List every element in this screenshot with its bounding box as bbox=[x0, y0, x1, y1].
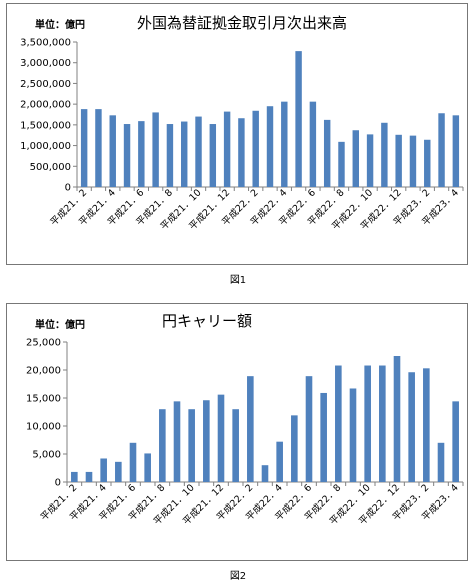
figure-caption-2: 図2 bbox=[229, 571, 247, 582]
y-tick-label: 1,500,000 bbox=[20, 120, 71, 131]
bar bbox=[409, 135, 417, 187]
bar bbox=[281, 101, 288, 187]
bar bbox=[261, 465, 269, 482]
bar bbox=[166, 124, 174, 187]
figure-caption-1: 図1 bbox=[229, 275, 247, 286]
bar bbox=[173, 401, 181, 482]
y-tick-label: 20,000 bbox=[26, 366, 61, 377]
bar bbox=[247, 376, 254, 482]
chart-1-plot: 0 500,000 1,000,000 1,500,000 2,000,000 2,500… bbox=[20, 38, 464, 232]
bar bbox=[364, 365, 371, 482]
bar bbox=[85, 471, 93, 482]
bar bbox=[238, 118, 245, 187]
bar bbox=[309, 101, 317, 187]
bar bbox=[144, 453, 151, 482]
bar bbox=[320, 392, 327, 482]
bar bbox=[408, 372, 415, 482]
bar bbox=[393, 356, 401, 482]
unit-label-1: 単位：億円 bbox=[35, 18, 85, 31]
y-tick-label: 5,000 bbox=[32, 450, 61, 461]
chart-title-2: 円キャリー額 bbox=[162, 312, 252, 330]
y-tick-label: 10,000 bbox=[26, 422, 61, 433]
bar bbox=[323, 119, 331, 187]
bar bbox=[423, 368, 430, 482]
bar bbox=[452, 115, 460, 187]
bar bbox=[129, 442, 137, 482]
chart-2-plot: 05,00010,00015,00020,00025,000平成21．2平成21… bbox=[26, 338, 464, 527]
bar bbox=[437, 442, 445, 482]
y-tick-label: 1,000,000 bbox=[20, 141, 71, 152]
bar bbox=[181, 121, 188, 187]
bar bbox=[100, 458, 107, 482]
y-tick-label: 3,500,000 bbox=[20, 38, 71, 49]
bar bbox=[295, 51, 302, 187]
bar bbox=[95, 109, 102, 187]
bar bbox=[123, 124, 131, 187]
bar bbox=[223, 111, 231, 187]
y-tick-label: 15,000 bbox=[26, 394, 61, 405]
y-tick-label: 2,500,000 bbox=[20, 79, 71, 90]
y-tick-label: 0 bbox=[65, 183, 71, 194]
bar bbox=[266, 106, 274, 187]
bar bbox=[203, 400, 210, 482]
chart-title-1: 外国為替証拠金取引月次出来高 bbox=[137, 14, 347, 32]
bar bbox=[438, 113, 445, 187]
bar bbox=[138, 121, 145, 187]
bar bbox=[276, 441, 283, 482]
bar bbox=[366, 134, 374, 187]
bar bbox=[115, 461, 122, 482]
bar bbox=[395, 134, 402, 187]
chart-panel-1: 単位：億円 外国為替証拠金取引月次出来高 0 500,000 1,000,000 1,… bbox=[6, 3, 468, 265]
bar bbox=[379, 365, 386, 482]
bar bbox=[71, 471, 78, 482]
bar bbox=[352, 130, 359, 187]
chart-1-svg: 単位：億円 外国為替証拠金取引月次出来高 0 500,000 1,000,000 1,… bbox=[20, 14, 464, 232]
bar bbox=[109, 115, 116, 187]
bar bbox=[452, 401, 459, 482]
bar bbox=[305, 376, 313, 482]
y-tick-label: 2,000,000 bbox=[20, 100, 71, 111]
bar bbox=[188, 409, 195, 482]
y-tick-label: 0 bbox=[55, 478, 61, 489]
bar bbox=[209, 124, 217, 187]
chart-panel-2: 単位：億円 円キャリー額 0 5,000 10,000 15,000 20,000 25,… bbox=[6, 303, 468, 561]
bar bbox=[195, 116, 202, 187]
bar bbox=[252, 110, 259, 187]
bar bbox=[232, 409, 239, 482]
y-tick-label: 3,000,000 bbox=[20, 58, 71, 69]
bar bbox=[291, 415, 298, 482]
y-tick-label: 25,000 bbox=[26, 338, 61, 349]
y-tick-label: 500,000 bbox=[30, 162, 71, 173]
bar bbox=[335, 365, 342, 482]
bar bbox=[152, 112, 159, 187]
unit-label-2: 単位：億円 bbox=[35, 318, 85, 331]
bar bbox=[424, 139, 431, 187]
bar bbox=[381, 122, 388, 187]
chart-2-svg: 単位：億円 円キャリー額 0 5,000 10,000 15,000 20,000 25,… bbox=[26, 312, 464, 527]
bar bbox=[217, 394, 225, 482]
bar bbox=[338, 141, 345, 187]
bar bbox=[159, 409, 166, 482]
bar bbox=[80, 109, 88, 187]
bar bbox=[349, 388, 357, 482]
